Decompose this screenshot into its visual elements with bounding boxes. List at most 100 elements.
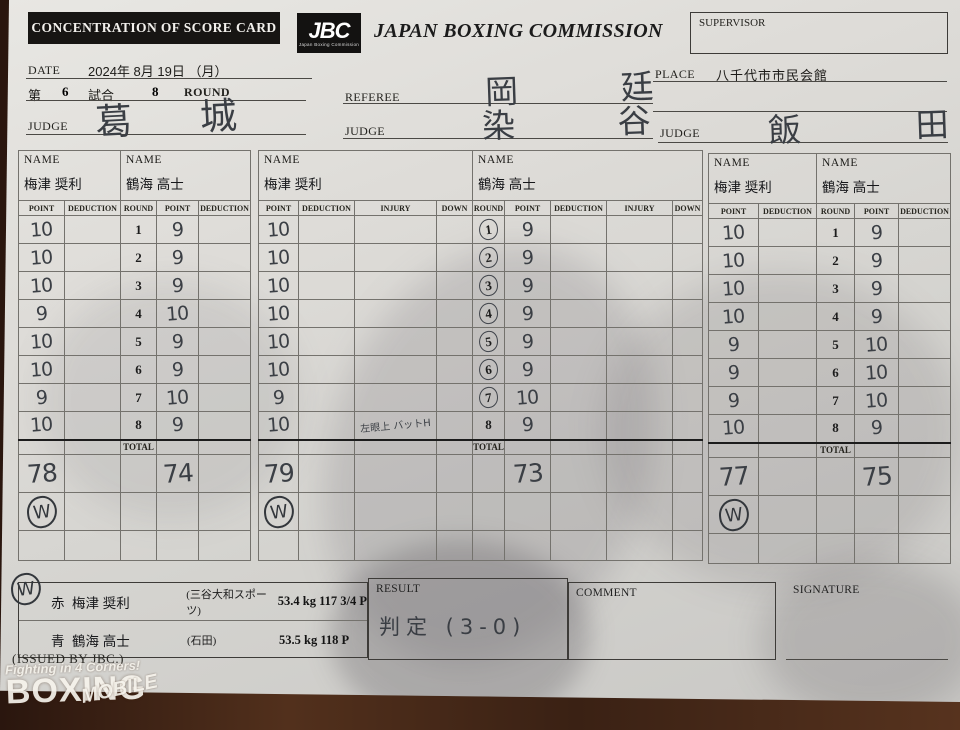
round-circle: 7	[477, 385, 500, 410]
round-5-row: 9 5 10	[708, 330, 952, 359]
blue-point-cell: 9	[156, 355, 200, 384]
red-deduction-cell	[298, 355, 355, 384]
column-header-row: POINT DEDUCTION ROUND POINT DEDUCTION	[708, 203, 952, 219]
blue-deduction-cell	[550, 383, 608, 412]
red-point-cell: 10	[18, 411, 65, 440]
round-header: ROUND	[816, 203, 856, 219]
red-corner-and-name: 赤 梅津 奨利	[51, 595, 130, 611]
round-cell: 8	[120, 411, 158, 440]
blue-point-cell: 9	[156, 327, 200, 356]
blue-injury-cell	[606, 383, 674, 412]
round-circle: 5	[477, 329, 500, 354]
blue-point-cell: 9	[504, 215, 552, 244]
winner-row: W	[18, 492, 252, 531]
round-cell: 3	[472, 271, 506, 300]
empty-cell	[898, 441, 952, 458]
red-down-cell	[435, 383, 474, 412]
judge3-signature: 飯 田	[767, 102, 960, 151]
empty-cell	[435, 438, 474, 455]
bout-number: 6	[62, 84, 69, 99]
round-cell: 3	[816, 274, 856, 303]
blue-point-cell: 9	[156, 215, 200, 244]
empty-cell	[757, 533, 818, 564]
empty-cell	[298, 438, 355, 455]
date-value: 2024年 8月 19日 （月）	[88, 64, 228, 79]
blue-injury-cell	[606, 411, 674, 440]
round-cell: 7	[472, 383, 506, 412]
name-label: NAME	[478, 154, 514, 166]
round-8-row: 10 8 9	[708, 414, 952, 443]
blue-total-cell: 73	[504, 454, 552, 493]
point-header: POINT	[854, 203, 900, 219]
red-point-cell: 10	[258, 243, 299, 272]
round-2-row: 10 2 9	[708, 246, 952, 275]
red-deduction-cell	[757, 358, 818, 387]
name-label: NAME	[822, 157, 858, 169]
round-cell: 7	[120, 383, 158, 412]
round-cell: 2	[816, 246, 856, 275]
red-injury-cell	[354, 243, 437, 272]
blue-point-cell: 10	[854, 358, 900, 387]
round-label: ROUND	[184, 85, 230, 99]
blue-deduction-cell	[198, 355, 252, 384]
empty-row	[258, 530, 704, 561]
empty-cell	[258, 530, 299, 561]
red-fighter-name: 梅津 奨利	[24, 177, 82, 192]
blue-gym: (石田)	[187, 635, 217, 647]
red-deduction-cell	[757, 274, 818, 303]
empty-cell	[298, 454, 355, 493]
empty-row	[708, 533, 952, 564]
empty-row	[18, 530, 252, 561]
round-circle: 3	[477, 273, 500, 298]
empty-cell	[63, 454, 122, 493]
red-point-cell: 10	[708, 414, 759, 443]
empty-cell	[816, 533, 856, 564]
empty-cell	[606, 438, 674, 455]
bout-underline	[26, 85, 306, 101]
red-deduction-cell	[757, 246, 818, 275]
place-underline	[653, 66, 947, 82]
empty-cell	[198, 438, 252, 455]
empty-cell	[63, 492, 122, 531]
round-cell: 2	[120, 243, 158, 272]
red-down-cell	[435, 355, 474, 384]
red-injury-cell	[354, 355, 437, 384]
round-4-row: 10 4 9	[708, 302, 952, 331]
blue-fighter-name: 鶴海 高士	[478, 177, 536, 192]
empty-cell	[550, 492, 608, 531]
red-total-cell: 78	[18, 454, 65, 493]
supervisor-label: SUPERVISOR	[699, 17, 766, 29]
red-fighter-name: 梅津 奨利	[264, 177, 322, 192]
blue-deduction-cell	[198, 299, 252, 328]
point-header: POINT	[18, 200, 65, 216]
red-point-cell: 10	[258, 355, 299, 384]
blue-point-cell: 9	[854, 218, 900, 247]
red-point-cell: 10	[258, 299, 299, 328]
round-header: ROUND	[472, 200, 506, 216]
empty-cell	[898, 533, 952, 564]
blue-deduction-cell	[898, 414, 952, 443]
winner-row: W	[708, 495, 952, 534]
blue-point-cell: 9	[854, 302, 900, 331]
deduction-header: DEDUCTION	[898, 203, 952, 219]
red-deduction-cell	[757, 330, 818, 359]
blue-deduction-cell	[898, 358, 952, 387]
blue-name-cell: NAME 鶴海 高士	[816, 153, 952, 204]
round-cell: 6	[120, 355, 158, 384]
red-point-cell: 10	[18, 215, 65, 244]
name-label: NAME	[126, 154, 162, 166]
red-point-cell: 10	[18, 271, 65, 300]
red-deduction-cell	[757, 302, 818, 331]
empty-cell	[472, 454, 506, 493]
empty-cell	[120, 530, 158, 561]
red-injury-cell	[354, 271, 437, 300]
empty-cell	[606, 454, 674, 493]
blue-injury-cell	[606, 355, 674, 384]
blue-point-cell: 9	[156, 411, 200, 440]
blue-point-cell: 9	[504, 411, 552, 440]
blue-deduction-cell	[198, 215, 252, 244]
red-name-cell: NAME 梅津 奨利	[707, 153, 818, 204]
empty-cell	[504, 438, 552, 455]
red-gym: (三谷大和スポーツ)	[186, 588, 267, 617]
blue-point-cell: 9	[504, 299, 552, 328]
